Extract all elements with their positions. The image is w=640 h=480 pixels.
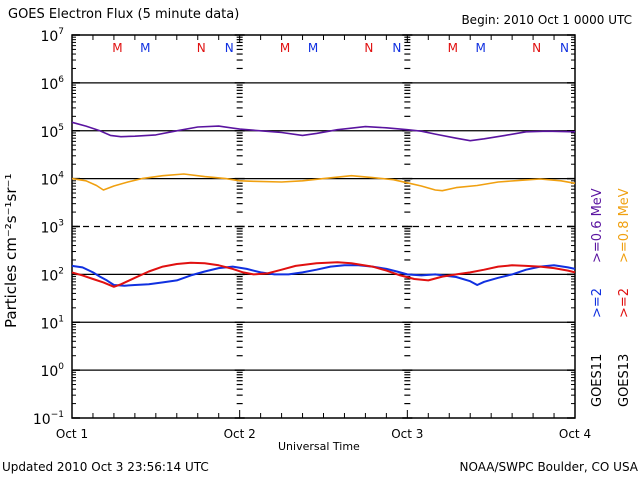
noon-marker: N [197, 41, 206, 55]
series-line-goes11-0-6-mev [71, 121, 576, 142]
y-tick-exponent: 6 [58, 75, 64, 85]
x-tick-label: Oct 2 [224, 427, 256, 441]
y-tick-base: 10 [40, 77, 58, 93]
noon-marker: N [364, 41, 373, 55]
legend-goes11-2mev: >=2 [590, 287, 605, 318]
y-tick-exponent: 7 [58, 27, 64, 37]
y-tick-exponent: 2 [58, 266, 64, 276]
y-tick-exponent: 4 [58, 171, 64, 181]
y-tick-exponent: 5 [58, 123, 64, 133]
y-tick-label: 100 [40, 362, 64, 380]
midnight-marker: M [112, 41, 122, 55]
legend-goes13-08mev: >=0.8 MeV [617, 188, 632, 263]
y-tick-exponent: 3 [58, 219, 64, 229]
series-line-goes13-2-mev [71, 261, 576, 288]
legend-goes13-2mev: >=2 [617, 287, 632, 318]
y-tick-exponent: −1 [51, 410, 64, 420]
y-tick-exponent: 0 [58, 362, 64, 372]
y-tick-base: 10 [40, 125, 58, 141]
x-tick-label: Oct 4 [559, 427, 591, 441]
y-tick-exponent: 1 [58, 314, 64, 324]
midnight-marker: M [476, 41, 486, 55]
y-tick-base: 10 [40, 364, 58, 380]
credit-text: NOAA/SWPC Boulder, CO USA [459, 460, 638, 474]
y-tick-label: 10−1 [33, 410, 64, 428]
y-tick-label: 106 [40, 75, 64, 93]
y-tick-label: 102 [40, 266, 64, 284]
y-tick-label: 104 [40, 171, 64, 189]
y-tick-base: 10 [40, 221, 58, 237]
midnight-marker: M [448, 41, 458, 55]
noon-marker: N [392, 41, 401, 55]
noon-marker: N [560, 41, 569, 55]
legend-goes11-06mev: >=0.6 MeV [590, 188, 605, 263]
legend-satellite-goes11: GOES11 [590, 353, 605, 407]
chart-title: GOES Electron Flux (5 minute data) [8, 7, 240, 22]
y-tick-base: 10 [40, 173, 58, 189]
y-tick-base: 10 [40, 29, 58, 45]
y-tick-label: 107 [40, 27, 64, 45]
y-tick-base: 10 [40, 316, 58, 332]
y-tick-label: 105 [40, 123, 64, 141]
midnight-marker: M [280, 41, 290, 55]
y-tick-label: 103 [40, 219, 64, 237]
y-tick-base: 10 [33, 412, 51, 428]
noon-marker: N [225, 41, 234, 55]
y-tick-base: 10 [40, 268, 58, 284]
x-tick-label: Oct 3 [391, 427, 423, 441]
y-tick-label: 101 [40, 314, 64, 332]
midnight-marker: M [308, 41, 318, 55]
series-line-goes13-0-8-mev [71, 173, 576, 192]
plot-frame [71, 34, 576, 419]
begin-time: Begin: 2010 Oct 1 0000 UTC [461, 13, 632, 27]
series-line-goes11-2-mev [71, 264, 576, 287]
x-tick-label: Oct 1 [56, 427, 88, 441]
updated-timestamp: Updated 2010 Oct 3 23:56:14 UTC [2, 460, 209, 474]
noon-marker: N [532, 41, 541, 55]
x-axis-label: Universal Time [278, 440, 360, 453]
midnight-marker: M [140, 41, 150, 55]
legend-satellite-goes13: GOES13 [617, 353, 632, 407]
